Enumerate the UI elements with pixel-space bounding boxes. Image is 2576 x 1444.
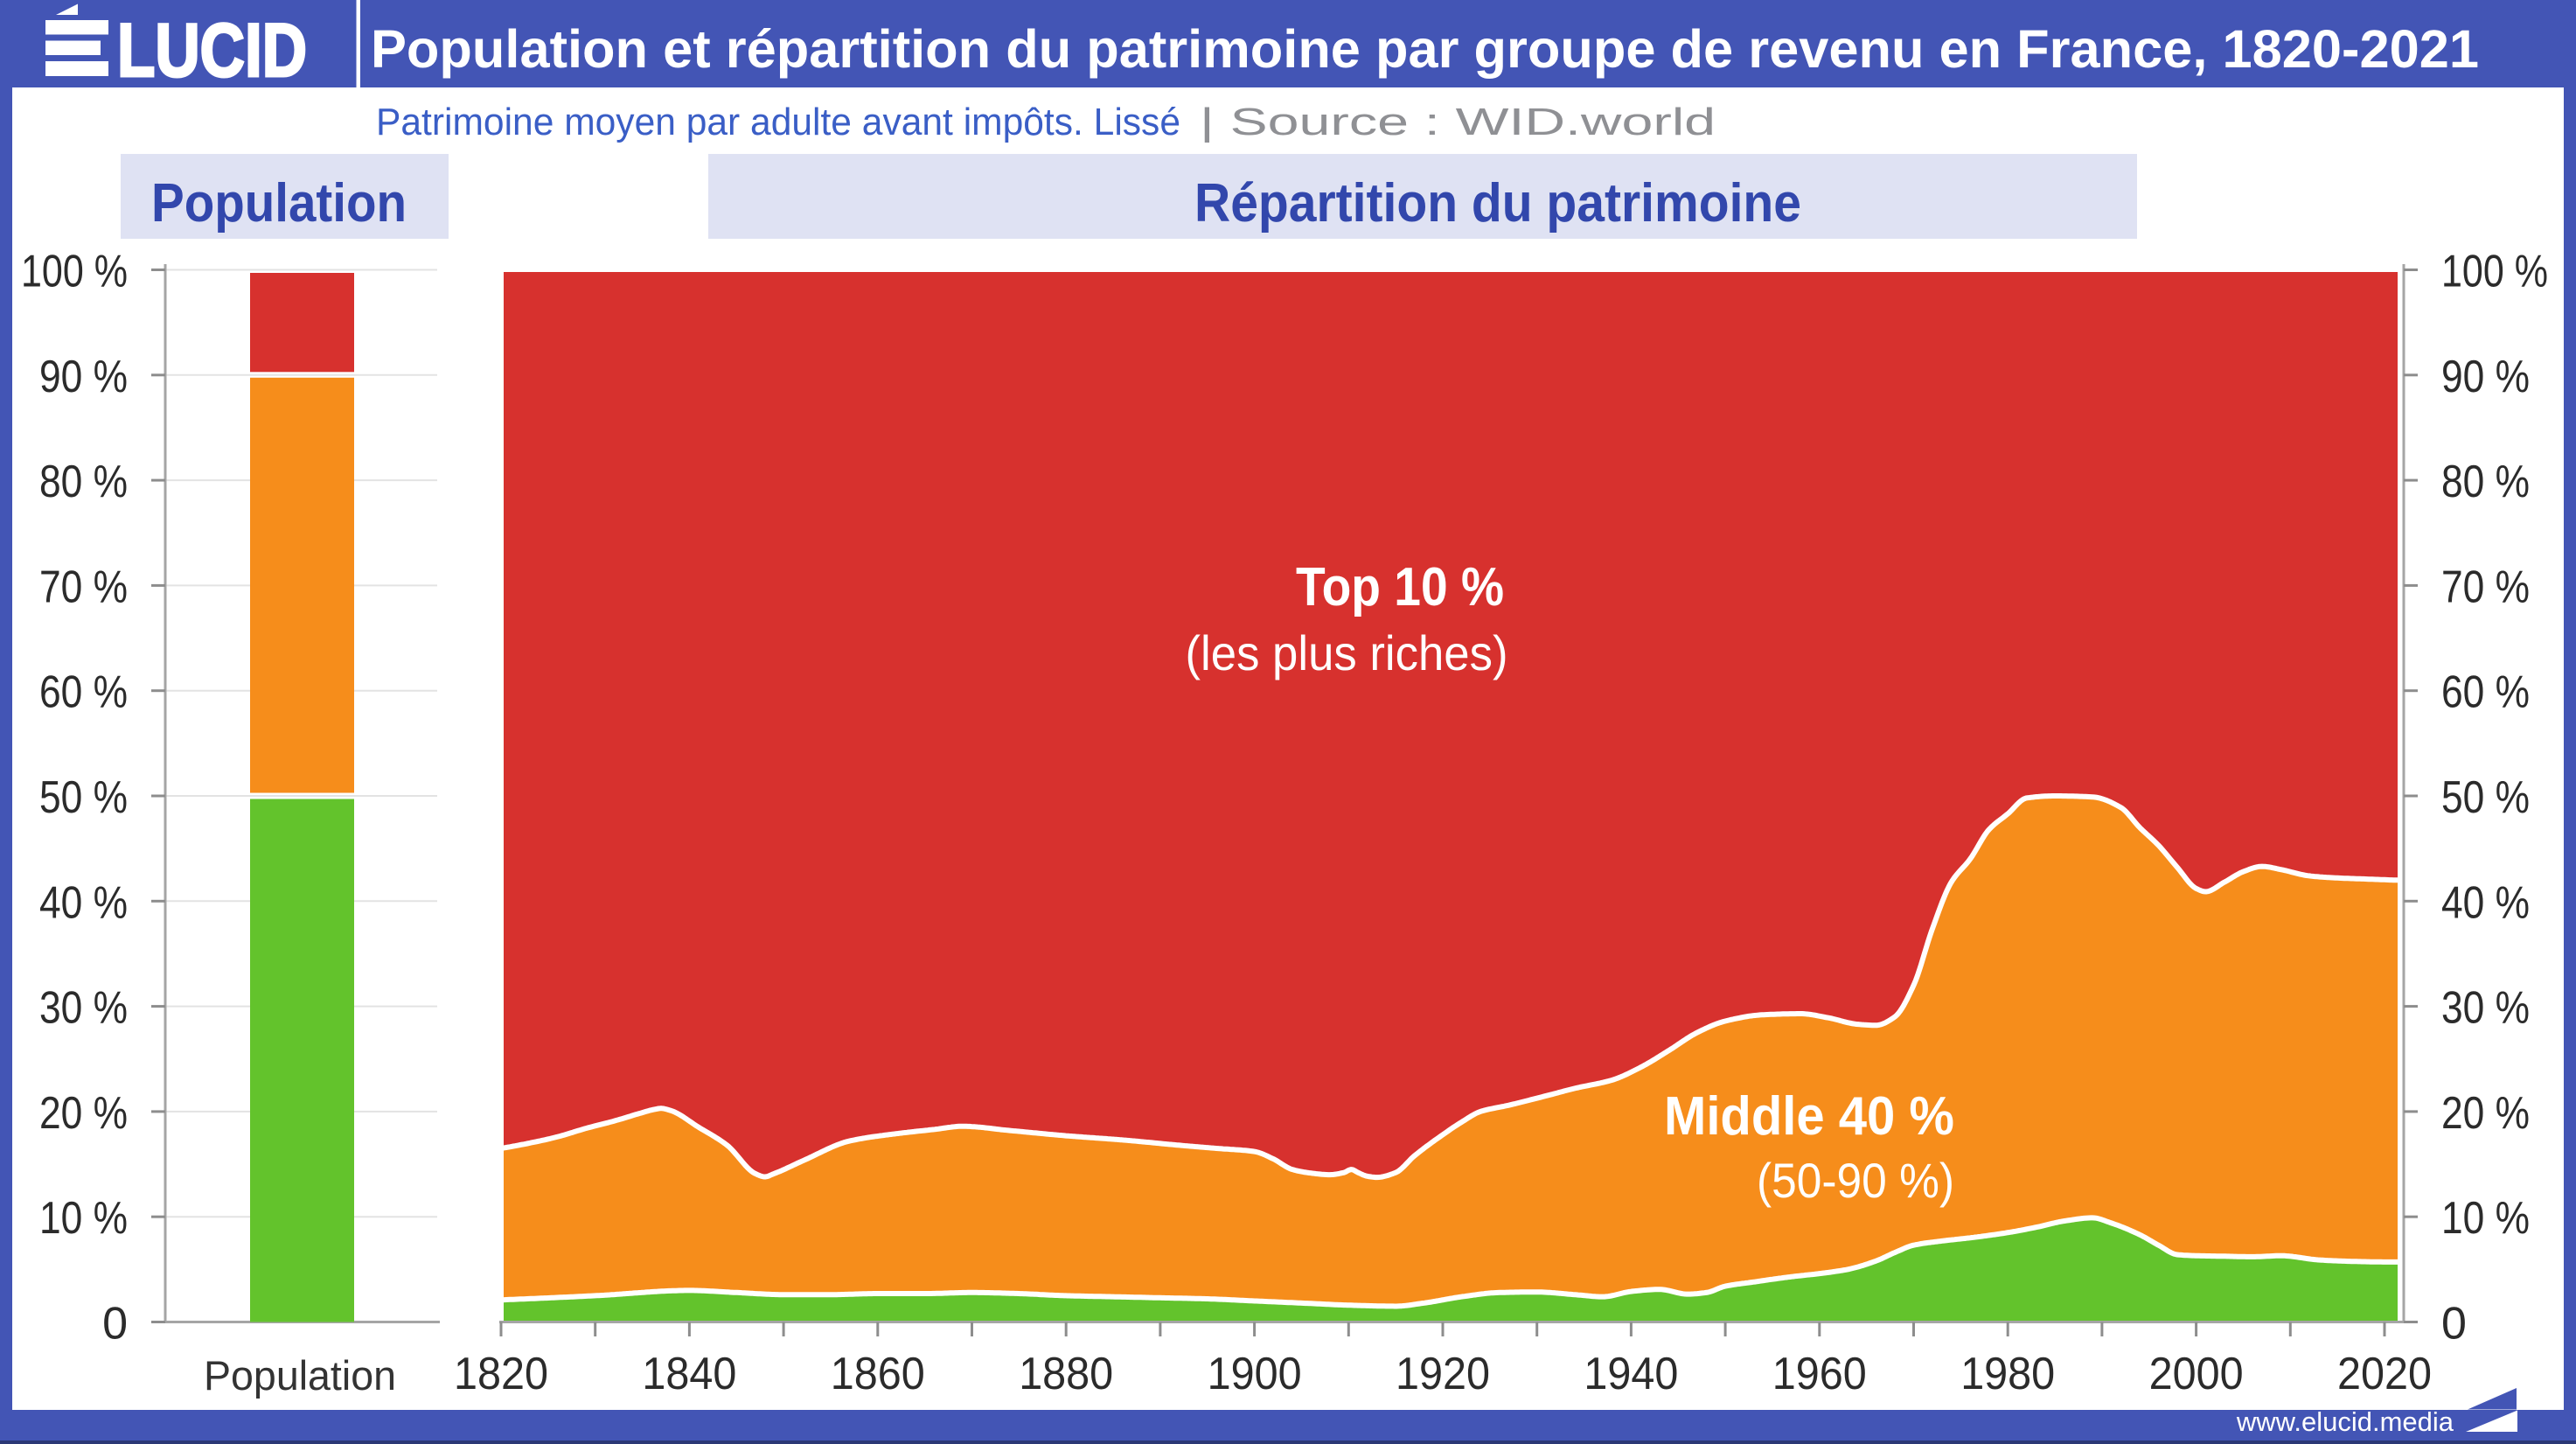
svg-text:100 %: 100 % bbox=[2441, 247, 2548, 297]
svg-text:0: 0 bbox=[2441, 1299, 2467, 1350]
svg-text:Répartition du patrimoine: Répartition du patrimoine bbox=[1194, 173, 1801, 234]
svg-text:60 %: 60 % bbox=[39, 667, 128, 718]
svg-text:1960: 1960 bbox=[1772, 1349, 1867, 1399]
svg-text:Middle 40 %: Middle 40 % bbox=[1664, 1086, 1954, 1147]
svg-text:LUCID: LUCID bbox=[117, 9, 307, 93]
svg-text:1940: 1940 bbox=[1584, 1349, 1678, 1399]
svg-text:Population: Population bbox=[204, 1352, 396, 1399]
svg-text:40 %: 40 % bbox=[39, 877, 128, 928]
svg-text:70 %: 70 % bbox=[39, 562, 128, 612]
svg-text:1840: 1840 bbox=[642, 1349, 736, 1399]
svg-text:Population et répartition du p: Population et répartition du patrimoine … bbox=[371, 19, 2479, 79]
svg-text:(les plus riches): (les plus riches) bbox=[1186, 625, 1508, 680]
svg-text:10 %: 10 % bbox=[2441, 1193, 2530, 1244]
svg-text:100 %: 100 % bbox=[21, 247, 128, 297]
svg-text:1980: 1980 bbox=[1960, 1349, 2055, 1399]
svg-text:20 %: 20 % bbox=[2441, 1088, 2530, 1139]
svg-text:80 %: 80 % bbox=[39, 457, 128, 507]
svg-text:Patrimoine moyen par adulte av: Patrimoine moyen par adulte avant impôts… bbox=[376, 101, 1180, 143]
svg-text:1920: 1920 bbox=[1396, 1349, 1490, 1399]
svg-text:60 %: 60 % bbox=[2441, 667, 2530, 718]
svg-text:Top 10 %: Top 10 % bbox=[1296, 557, 1504, 617]
svg-text:| Source : WID.world: | Source : WID.world bbox=[1200, 101, 1716, 143]
svg-text:30 %: 30 % bbox=[39, 983, 128, 1034]
svg-text:www.elucid.media: www.elucid.media bbox=[2236, 1406, 2454, 1437]
svg-text:2020: 2020 bbox=[2337, 1349, 2432, 1399]
svg-text:70 %: 70 % bbox=[2441, 562, 2530, 612]
svg-text:20 %: 20 % bbox=[39, 1088, 128, 1139]
svg-text:50 %: 50 % bbox=[2441, 772, 2530, 823]
svg-text:90 %: 90 % bbox=[39, 352, 128, 402]
svg-text:50 %: 50 % bbox=[39, 772, 128, 823]
svg-text:Population: Population bbox=[151, 173, 407, 234]
svg-text:1900: 1900 bbox=[1208, 1349, 1302, 1399]
svg-text:(50-90 %): (50-90 %) bbox=[1757, 1153, 1954, 1208]
svg-text:90 %: 90 % bbox=[2441, 352, 2530, 402]
svg-text:10 %: 10 % bbox=[39, 1193, 128, 1244]
svg-text:0: 0 bbox=[102, 1299, 128, 1350]
svg-text:40 %: 40 % bbox=[2441, 877, 2530, 928]
svg-text:80 %: 80 % bbox=[2441, 457, 2530, 507]
svg-text:1820: 1820 bbox=[454, 1349, 548, 1399]
svg-text:1880: 1880 bbox=[1019, 1349, 1113, 1399]
svg-text:1860: 1860 bbox=[831, 1349, 925, 1399]
svg-text:2000: 2000 bbox=[2149, 1349, 2244, 1399]
svg-text:30 %: 30 % bbox=[2441, 983, 2530, 1034]
